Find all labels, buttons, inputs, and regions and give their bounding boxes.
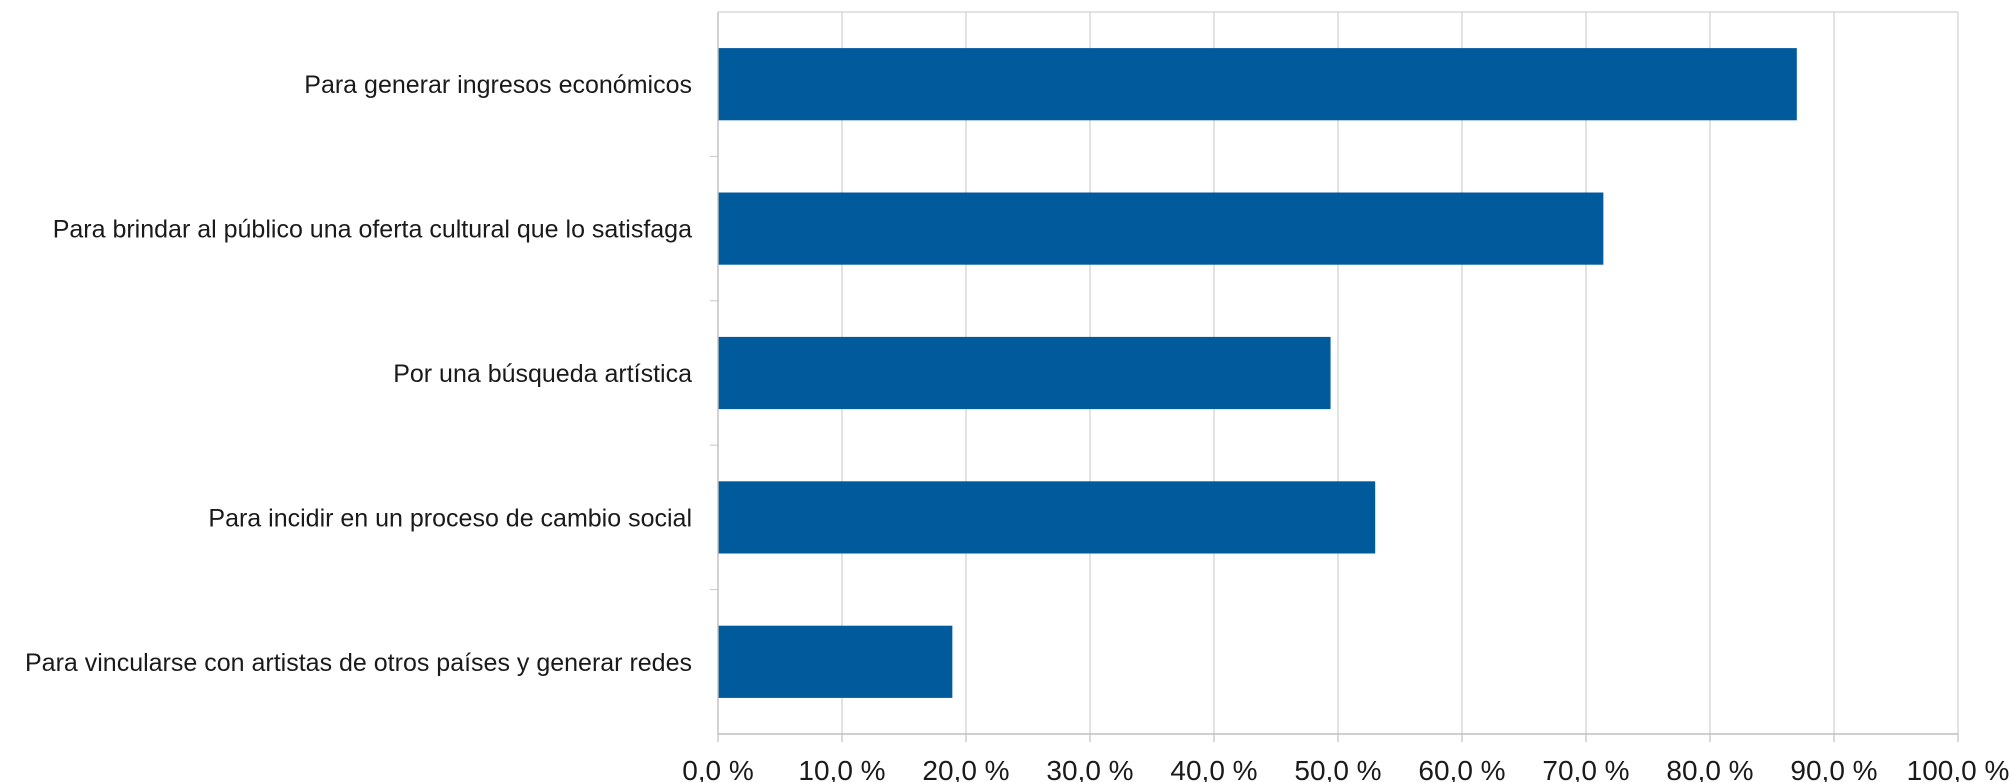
bar bbox=[718, 192, 1604, 265]
x-tick-label: 100,0 % bbox=[1907, 755, 2010, 782]
x-tick-label: 30,0 % bbox=[1046, 755, 1133, 782]
bars bbox=[718, 48, 1797, 698]
x-tick-labels: 0,0 % 10,0 % 20,0 % 30,0 % 40,0 % 50,0 % 60,0 … bbox=[682, 755, 2009, 782]
category-label: Para generar ingresos económicos bbox=[304, 71, 692, 99]
bar bbox=[718, 48, 1797, 121]
category-labels: Para generar ingresos económicos Para bri… bbox=[25, 71, 692, 677]
bar bbox=[718, 336, 1331, 410]
x-tick-label: 0,0 % bbox=[682, 755, 754, 782]
x-tick-label: 10,0 % bbox=[798, 755, 885, 782]
x-tick-label: 60,0 % bbox=[1418, 755, 1505, 782]
category-label: Para vincularse con artistas de otros pa… bbox=[25, 649, 692, 677]
x-tick-label: 90,0 % bbox=[1790, 755, 1877, 782]
axes bbox=[710, 12, 1959, 742]
x-tick-label: 50,0 % bbox=[1294, 755, 1381, 782]
bar bbox=[718, 625, 953, 698]
x-tick-label: 80,0 % bbox=[1666, 755, 1753, 782]
x-tick-label: 70,0 % bbox=[1542, 755, 1629, 782]
gridlines bbox=[718, 11, 1959, 734]
x-tick-label: 20,0 % bbox=[922, 755, 1009, 782]
category-label: Por una búsqueda artística bbox=[393, 360, 692, 388]
category-label: Para incidir en un proceso de cambio soc… bbox=[208, 504, 692, 532]
category-label: Para brindar al público una oferta cultu… bbox=[53, 216, 692, 244]
x-tick-label: 40,0 % bbox=[1170, 755, 1257, 782]
bar bbox=[718, 481, 1376, 554]
